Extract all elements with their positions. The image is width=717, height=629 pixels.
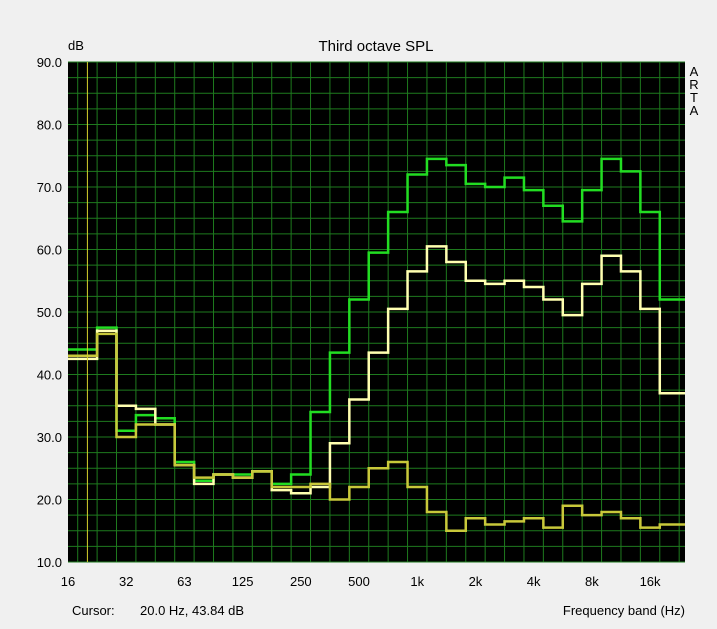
y-tick-labels: 10.0 20.0 30.0 40.0 50.0 60.0 70.0 80.0 90.0 (37, 55, 62, 570)
x-tick-label: 1k (410, 574, 424, 589)
x-tick-label: 2k (469, 574, 483, 589)
y-tick-label: 40.0 (37, 368, 62, 383)
x-tick-label: 63 (177, 574, 191, 589)
series-line-3 (68, 332, 685, 532)
cursor-label: Cursor: (72, 603, 115, 618)
y-tick-label: 90.0 (37, 55, 62, 70)
x-tick-label: 16k (640, 574, 661, 589)
x-tick-label: 250 (290, 574, 312, 589)
side-label-char-3: T (690, 90, 698, 105)
x-tick-label: 500 (348, 574, 370, 589)
x-tick-label: 16 (61, 574, 75, 589)
y-tick-label: 50.0 (37, 305, 62, 320)
cursor-readout: 20.0 Hz, 43.84 dB (140, 603, 244, 618)
side-label-char-1: A (690, 64, 699, 79)
y-axis-label: dB (68, 38, 84, 53)
x-axis-label: Frequency band (Hz) (563, 603, 685, 618)
x-tick-label: 32 (119, 574, 133, 589)
x-tick-labels: 16 32 63 125 250 500 1k 2k 4k 8k 16k (61, 574, 661, 589)
x-tick-label: 8k (585, 574, 599, 589)
y-tick-label: 30.0 (37, 430, 62, 445)
side-label-char-2: R (689, 77, 698, 92)
y-tick-label: 80.0 (37, 118, 62, 133)
y-tick-label: 10.0 (37, 555, 62, 570)
y-tick-label: 20.0 (37, 493, 62, 508)
chart-title: Third octave SPL (318, 38, 433, 55)
side-label-char-4: A (690, 103, 699, 118)
y-tick-label: 70.0 (37, 180, 62, 195)
y-tick-label: 60.0 (37, 243, 62, 258)
x-tick-label: 4k (527, 574, 541, 589)
x-tick-label: 125 (232, 574, 254, 589)
series-layer (68, 157, 685, 532)
